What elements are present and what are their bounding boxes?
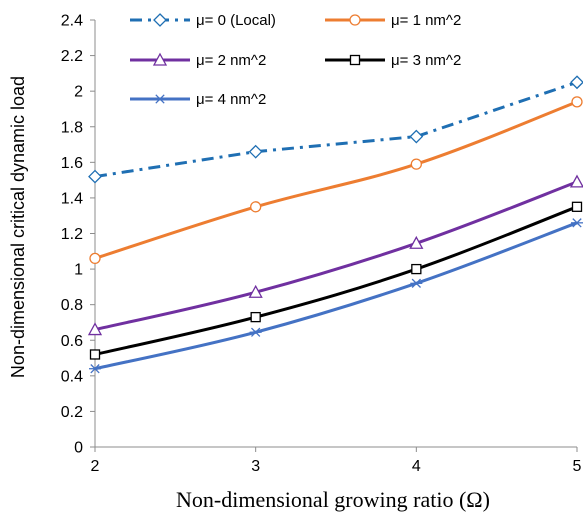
legend-marker xyxy=(154,94,166,104)
y-tick-label: 1.8 xyxy=(61,119,83,136)
legend-marker xyxy=(152,52,168,66)
legend-item: μ= 4 nm^2 xyxy=(130,91,266,108)
legend-item: μ= 0 (Local) xyxy=(130,12,276,29)
x-tick-label: 4 xyxy=(412,458,421,475)
legend-marker xyxy=(349,54,361,66)
series-3 xyxy=(87,174,583,336)
y-tick-label: 1.6 xyxy=(61,155,83,172)
y-tick-label: 2.4 xyxy=(61,13,83,30)
y-tick-label: 0.4 xyxy=(61,368,83,385)
x-axis-label: Non-dimensional growing ratio (Ω) xyxy=(176,487,490,512)
y-axis-ticks: 0 0.2 0.4 0.6 0.8 1 1.2 1.4 1.6 1.8 2 2.2 2.4 xyxy=(61,13,95,457)
series-1 xyxy=(88,75,583,184)
series-5 xyxy=(89,218,583,374)
x-axis-ticks: 2 3 4 5 xyxy=(91,447,582,475)
x-tick-label: 2 xyxy=(91,458,100,475)
data-point xyxy=(249,327,262,337)
legend-label: μ= 1 nm^2 xyxy=(391,12,461,29)
data-point xyxy=(571,201,583,212)
data-point xyxy=(571,218,583,228)
legend-label: μ= 4 nm^2 xyxy=(196,91,266,108)
data-point xyxy=(411,263,422,275)
series-line xyxy=(94,180,578,332)
legend-marker xyxy=(153,13,167,27)
x-tick-label: 5 xyxy=(573,458,582,475)
data-point xyxy=(248,144,263,159)
data-point xyxy=(89,252,101,265)
legend-label: μ= 2 nm^2 xyxy=(196,52,266,69)
y-tick-label: 0.2 xyxy=(61,404,83,421)
y-tick-label: 2.2 xyxy=(61,48,83,65)
series-2 xyxy=(89,96,583,265)
data-point xyxy=(409,129,424,144)
legend-label: μ= 3 nm^2 xyxy=(391,52,461,69)
y-tick-label: 1.2 xyxy=(61,226,83,243)
series-4 xyxy=(89,201,583,360)
data-point xyxy=(89,349,101,360)
legend-item: μ= 3 nm^2 xyxy=(325,52,461,69)
data-point xyxy=(569,174,583,188)
y-tick-label: 1.4 xyxy=(61,190,83,207)
series-line xyxy=(94,100,578,260)
data-point xyxy=(248,284,263,298)
data-point xyxy=(410,278,423,288)
x-tick-label: 3 xyxy=(251,458,260,475)
data-point xyxy=(410,158,422,170)
y-tick-label: 0.8 xyxy=(61,297,83,314)
series-line xyxy=(94,80,578,179)
data-point xyxy=(409,235,424,249)
legend-marker xyxy=(349,14,361,26)
series-line xyxy=(94,221,578,371)
data-point xyxy=(571,96,583,108)
y-tick-label: 0 xyxy=(74,440,83,457)
legend-item: μ= 1 nm^2 xyxy=(325,12,461,29)
legend: μ= 0 (Local) μ= 1 nm^2 μ= 2 nm^2 μ= 3 nm^2 μ… xyxy=(130,12,461,108)
data-point xyxy=(88,169,102,184)
y-axis-label: Non-dimensional critical dynamic load xyxy=(8,76,28,378)
data-point xyxy=(570,75,583,90)
y-tick-label: 1 xyxy=(74,262,83,279)
y-tick-label: 0.6 xyxy=(61,333,83,350)
data-point xyxy=(250,201,262,213)
y-tick-label: 2 xyxy=(74,84,83,101)
series-line xyxy=(94,205,578,356)
data-point xyxy=(250,311,261,323)
series-layer xyxy=(87,75,583,374)
legend-item: μ= 2 nm^2 xyxy=(130,52,266,69)
data-point xyxy=(87,322,103,336)
data-point xyxy=(89,364,101,374)
legend-label: μ= 0 (Local) xyxy=(196,12,276,29)
